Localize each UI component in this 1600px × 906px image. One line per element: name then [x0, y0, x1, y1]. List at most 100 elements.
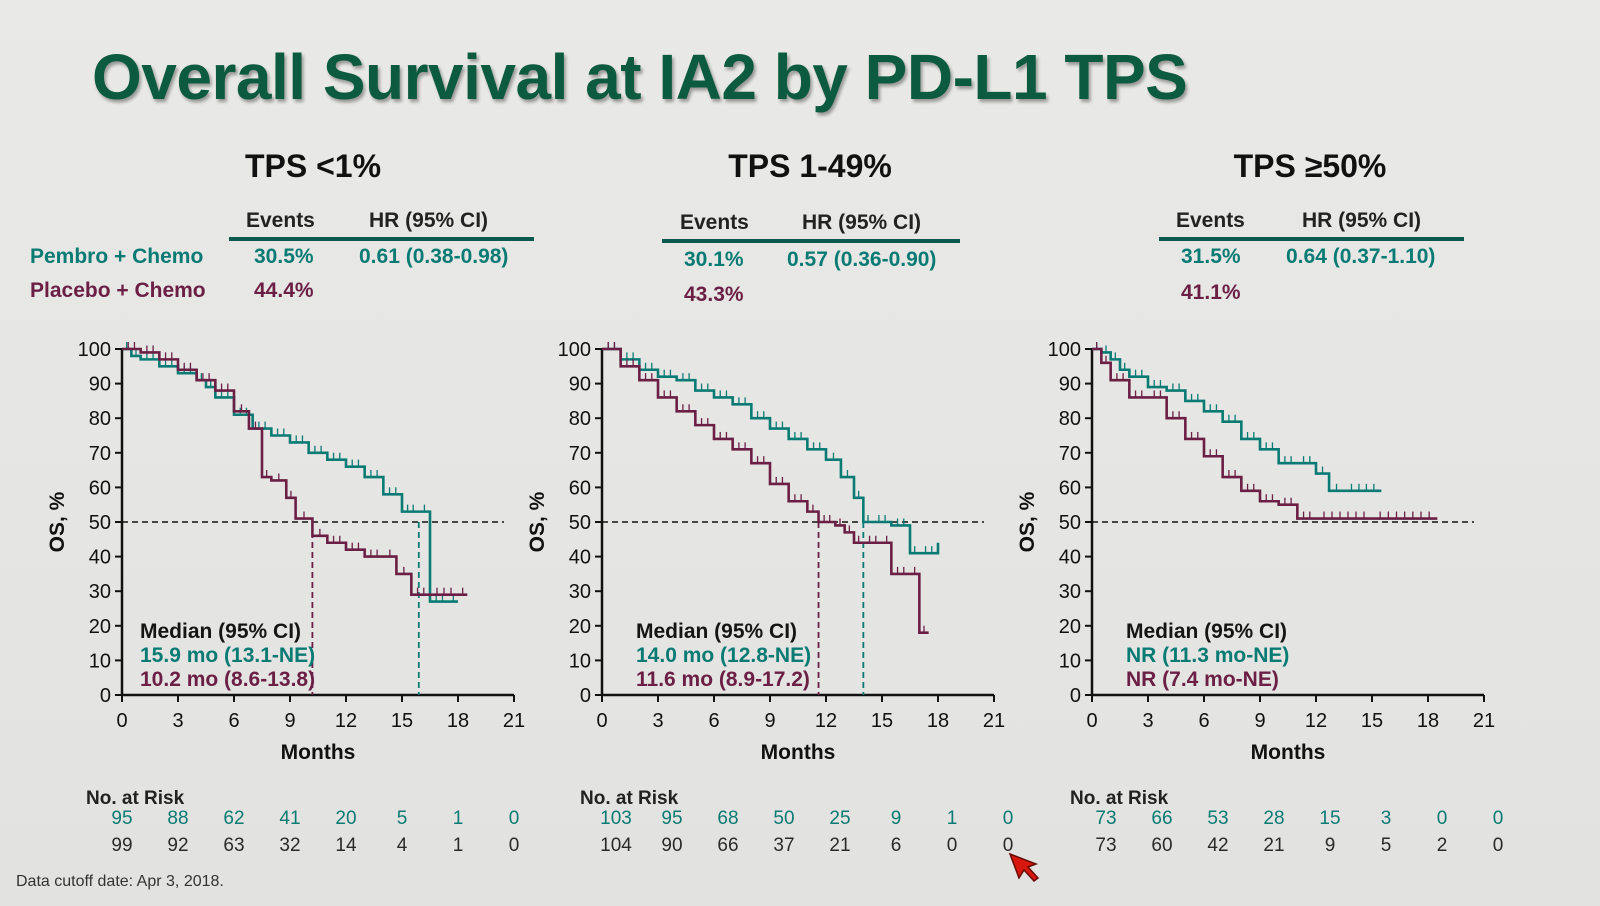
risk-count: 9	[1324, 835, 1336, 856]
x-tick-label: 21	[983, 710, 1005, 732]
risk-count: 42	[1207, 835, 1229, 856]
y-tick-label: 60	[569, 477, 591, 499]
y-tick-label: 40	[1059, 547, 1081, 569]
risk-count: 53	[1207, 808, 1229, 829]
y-tick-label: 30	[89, 581, 111, 603]
y-tick-label: 40	[569, 547, 591, 569]
risk-count: 99	[111, 835, 133, 856]
risk-count: 60	[1151, 835, 1173, 856]
risk-count: 32	[279, 835, 301, 856]
y-tick-label: 10	[1059, 650, 1081, 672]
y-axis-label: OS, %	[46, 491, 69, 552]
risk-count: 104	[600, 835, 632, 856]
risk-count: 62	[223, 808, 245, 829]
risk-count: 0	[508, 808, 520, 829]
risk-count: 21	[1263, 835, 1285, 856]
risk-count: 28	[1263, 808, 1285, 829]
x-tick-label: 21	[1473, 710, 1495, 732]
x-tick-label: 0	[596, 710, 607, 732]
x-tick-label: 3	[1142, 710, 1153, 732]
y-tick-label: 100	[78, 339, 111, 361]
y-tick-label: 100	[1048, 339, 1081, 361]
y-tick-label: 90	[89, 374, 111, 396]
x-tick-label: 0	[116, 710, 127, 732]
placebo-events: 44.4%	[254, 279, 314, 302]
hr-header: HR (95% CI)	[1302, 209, 1422, 232]
placebo-events: 43.3%	[684, 283, 744, 306]
y-tick-label: 60	[1059, 477, 1081, 499]
risk-count: 1	[452, 835, 464, 856]
km-curve-placebo	[602, 347, 929, 635]
median-pembro: 15.9 mo (13.1-NE)	[140, 644, 316, 667]
hr-header: HR (95% CI)	[369, 209, 489, 232]
risk-count: 73	[1095, 835, 1117, 856]
y-tick-label: 0	[580, 685, 591, 707]
x-tick-label: 18	[927, 710, 949, 732]
km-chart-tps-ge50: 0 10 20 30 40 50 60 70 80 90 100 0 3 6 9 12 15 18 21 Months…	[1016, 339, 1495, 764]
x-tick-label: 15	[391, 710, 413, 732]
km-chart-tps-1-49: 0 10 20 30 40 50 60 70 80 90 100 0 3 6 9 12 15 18 21 Months…	[526, 339, 1005, 764]
risk-count: 20	[335, 808, 357, 829]
y-tick-label: 60	[89, 477, 111, 499]
risk-count: 6	[890, 835, 902, 856]
y-tick-label: 70	[1059, 443, 1081, 465]
x-tick-label: 0	[1086, 710, 1097, 732]
y-tick-label: 90	[569, 374, 591, 396]
risk-count: 0	[1492, 808, 1504, 829]
risk-count: 73	[1095, 808, 1117, 829]
risk-count: 4	[396, 835, 408, 856]
panel-title: TPS ≥50%	[1233, 148, 1387, 184]
risk-count: 21	[829, 835, 851, 856]
x-tick-label: 9	[1254, 710, 1265, 732]
median-placebo: 11.6 mo (8.9-17.2)	[636, 668, 810, 691]
panel-title: TPS <1%	[244, 148, 382, 184]
km-curve-pembro	[1092, 347, 1382, 493]
risk-count: 0	[1002, 808, 1014, 829]
risk-count: 3	[1380, 808, 1392, 829]
risk-count: 0	[1436, 808, 1448, 829]
x-tick-label: 3	[652, 710, 663, 732]
pembro-hr: 0.57 (0.36-0.90)	[787, 248, 937, 271]
x-tick-label: 6	[1198, 710, 1209, 732]
y-tick-label: 20	[569, 616, 591, 638]
x-tick-label: 12	[815, 710, 837, 732]
median-pembro: 14.0 mo (12.8-NE)	[636, 644, 812, 667]
x-tick-label: 15	[871, 710, 893, 732]
risk-count: 92	[167, 835, 189, 856]
pembro-events: 30.1%	[684, 248, 744, 271]
risk-count: 90	[661, 835, 683, 856]
events-header: Events	[680, 211, 749, 234]
x-tick-label: 3	[172, 710, 183, 732]
y-tick-label: 30	[1059, 581, 1081, 603]
slide-title: Overall Survival at IA2 by PD-L1 TPS	[92, 41, 1188, 113]
median-title: Median (95% CI)	[140, 620, 302, 643]
risk-count: 41	[279, 808, 301, 829]
x-tick-label: 15	[1361, 710, 1383, 732]
events-header: Events	[246, 209, 315, 232]
risk-count: 1	[946, 808, 958, 829]
risk-count: 0	[508, 835, 520, 856]
pembro-events: 30.5%	[254, 245, 314, 268]
x-axis-label: Months	[281, 741, 356, 764]
risk-count: 37	[773, 835, 795, 856]
median-title: Median (95% CI)	[636, 620, 798, 643]
pembro-events: 31.5%	[1181, 245, 1241, 268]
y-tick-label: 70	[89, 443, 111, 465]
panel-title: TPS 1-49%	[728, 148, 892, 184]
y-tick-label: 30	[569, 581, 591, 603]
risk-count: 95	[661, 808, 683, 829]
y-tick-label: 50	[1059, 512, 1081, 534]
x-tick-label: 18	[1417, 710, 1439, 732]
hr-header: HR (95% CI)	[802, 211, 922, 234]
placebo-chemo-label: Placebo + Chemo	[30, 279, 206, 302]
risk-count: 0	[1492, 835, 1504, 856]
median-title: Median (95% CI)	[1126, 620, 1288, 643]
risk-count: 14	[335, 835, 357, 856]
events-header: Events	[1176, 209, 1245, 232]
risk-count: 63	[223, 835, 245, 856]
y-axis-label: OS, %	[526, 491, 549, 552]
y-tick-label: 80	[89, 408, 111, 430]
placebo-events: 41.1%	[1181, 281, 1241, 304]
x-tick-label: 9	[764, 710, 775, 732]
y-tick-label: 80	[1059, 408, 1081, 430]
